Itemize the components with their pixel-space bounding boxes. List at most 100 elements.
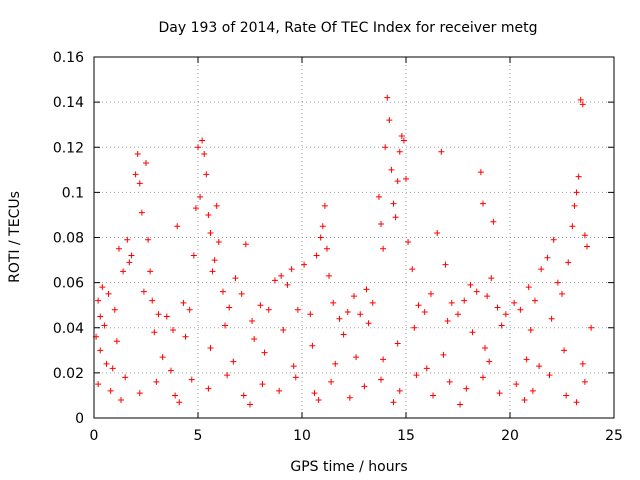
data-point (261, 349, 268, 356)
data-point (319, 223, 326, 230)
x-tick-label: 0 (90, 428, 99, 444)
data-point (380, 245, 387, 252)
data-point (400, 137, 407, 144)
data-point (143, 160, 149, 167)
data-point (469, 329, 476, 336)
data-point (415, 302, 422, 309)
data-point (357, 311, 364, 318)
data-point (365, 320, 372, 327)
data-point (579, 101, 586, 108)
data-point (361, 383, 368, 390)
data-point (498, 322, 505, 329)
data-point (375, 193, 382, 200)
data-point (525, 284, 532, 291)
data-point (573, 189, 580, 196)
data-point (182, 333, 189, 340)
data-point (97, 313, 104, 320)
data-point (294, 306, 301, 313)
data-point (486, 358, 493, 365)
data-point (550, 236, 557, 243)
data-point (430, 392, 437, 399)
data-point (136, 390, 143, 397)
data-point (394, 178, 401, 185)
data-point (159, 354, 166, 361)
data-point (195, 144, 201, 151)
axes: 0 5 10 15 20 25 0 0.02 0.04 0.06 0.08 0.1 0.12 0.14 0.… (53, 50, 623, 444)
data-point (226, 304, 233, 311)
data-point (205, 211, 212, 218)
data-point (265, 306, 272, 313)
data-point (138, 209, 145, 216)
data-point (382, 144, 389, 151)
data-points (93, 94, 595, 408)
data-point (207, 345, 214, 352)
data-point (561, 347, 568, 354)
data-point (448, 299, 455, 306)
data-point (511, 299, 518, 306)
data-point (396, 148, 403, 155)
data-point (230, 358, 237, 365)
data-point (477, 169, 484, 176)
data-point (517, 306, 524, 313)
data-point (421, 308, 428, 315)
data-point (109, 365, 116, 372)
data-point (405, 239, 412, 246)
data-point (479, 374, 486, 381)
x-tick-label: 15 (397, 428, 415, 444)
x-tick-label: 10 (293, 428, 311, 444)
data-point (232, 275, 239, 282)
data-point (446, 378, 453, 385)
data-point (126, 259, 133, 266)
data-point (565, 259, 572, 266)
data-point (378, 220, 385, 227)
data-point (238, 290, 245, 297)
x-axis-label: GPS time / hours (290, 459, 407, 475)
data-point (488, 275, 495, 282)
data-point (257, 302, 264, 309)
y-axis-label: ROTI / TECUs (7, 191, 23, 283)
data-point (309, 342, 316, 349)
data-point (455, 311, 461, 318)
data-point (388, 166, 395, 173)
data-point (484, 293, 491, 300)
x-tick-label: 25 (605, 428, 623, 444)
data-point (344, 308, 351, 315)
data-point (546, 372, 553, 379)
data-point (544, 254, 551, 261)
data-point (118, 396, 125, 403)
data-point (398, 132, 405, 139)
data-point (527, 327, 534, 334)
data-point (328, 378, 335, 385)
y-tick-label: 0.1 (62, 185, 84, 201)
data-point (224, 372, 231, 379)
data-point (529, 387, 536, 394)
data-point (531, 297, 538, 304)
data-point (442, 261, 449, 268)
data-point (317, 234, 324, 241)
data-point (172, 392, 179, 399)
y-tick-label: 0.14 (53, 95, 84, 111)
data-point (575, 173, 582, 180)
data-point (496, 390, 503, 397)
data-point (170, 327, 177, 334)
data-point (581, 378, 588, 385)
data-point (284, 281, 291, 288)
data-point (434, 229, 441, 236)
data-point (467, 281, 474, 288)
data-point (513, 381, 520, 388)
data-point (457, 401, 464, 408)
data-point (392, 214, 399, 221)
data-point (249, 317, 256, 324)
data-point (280, 327, 287, 334)
data-point (190, 252, 197, 259)
data-point (411, 324, 418, 331)
data-point (559, 290, 565, 297)
data-point (140, 288, 147, 295)
data-point (307, 311, 314, 318)
chart-title: Day 193 of 2014, Rate Of TEC Index for r… (159, 20, 538, 36)
data-point (571, 202, 578, 209)
y-tick-label: 0.08 (53, 231, 84, 247)
data-point (219, 288, 226, 295)
data-point (259, 381, 266, 388)
